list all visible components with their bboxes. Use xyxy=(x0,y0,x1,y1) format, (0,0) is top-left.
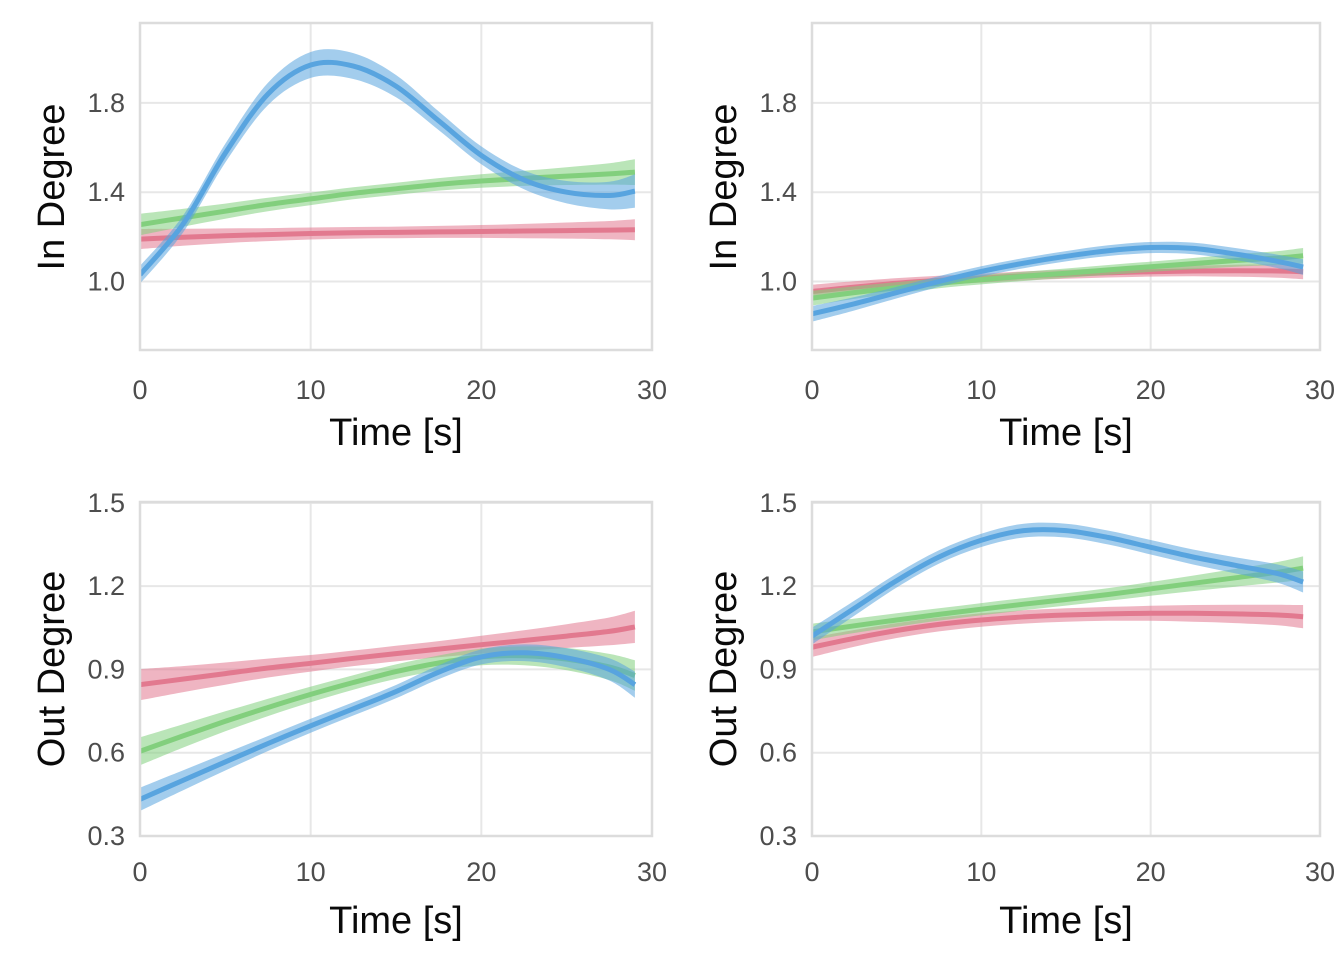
y-tick-label: 1.2 xyxy=(759,571,797,601)
panel-in-degree-right: 0 10 20 30 1.0 1.4 1.8 In Degree Time [s] xyxy=(672,0,1344,480)
trend-line-red xyxy=(812,610,1304,650)
x-axis-title: Time [s] xyxy=(329,900,463,942)
y-tick-label: 1.0 xyxy=(759,266,797,296)
panel-in-degree-left: 0 10 20 30 1.0 1.4 1.8 In Degree Time [s] xyxy=(0,0,672,480)
x-tick-label: 10 xyxy=(296,375,326,405)
y-tick-label: 1.4 xyxy=(759,177,797,207)
x-tick-label: 20 xyxy=(466,375,496,405)
x-tick-label: 0 xyxy=(804,375,819,405)
trend-line-blue xyxy=(812,244,1304,317)
panel-border xyxy=(810,21,1322,352)
trend-line-red xyxy=(140,227,635,242)
x-tick-label: 30 xyxy=(1305,375,1335,405)
x-tick-label: 0 xyxy=(132,375,147,405)
trend-line-blue xyxy=(812,527,1304,639)
x-axis-title: Time [s] xyxy=(999,900,1133,942)
y-tick-label: 0.6 xyxy=(87,738,125,768)
trend-line-green xyxy=(812,565,1304,635)
y-tick-label: 1.4 xyxy=(87,177,125,207)
panel-border xyxy=(138,500,654,838)
x-tick-label: 20 xyxy=(466,857,496,887)
chart-out-degree-right: 0 10 20 30 0.3 0.6 0.9 1.2 1.5 xyxy=(759,488,1335,887)
y-axis-title: In Degree xyxy=(31,103,73,270)
y-tick-label: 1.8 xyxy=(87,88,125,118)
y-tick-label: 0.3 xyxy=(87,821,125,851)
y-tick-label: 0.6 xyxy=(759,738,797,768)
x-tick-label: 30 xyxy=(637,375,667,405)
x-axis-title: Time [s] xyxy=(999,412,1133,454)
trend-line-blue xyxy=(140,650,637,802)
panel-border xyxy=(810,500,1322,838)
trend-line-blue xyxy=(140,59,636,277)
x-tick-label: 30 xyxy=(637,857,667,887)
x-tick-label: 10 xyxy=(296,857,326,887)
x-tick-label: 0 xyxy=(804,857,819,887)
y-tick-label: 1.5 xyxy=(759,488,797,518)
y-tick-label: 1.0 xyxy=(87,266,125,296)
x-tick-label: 0 xyxy=(132,857,147,887)
chart-in-degree-right: 0 10 20 30 1.0 1.4 1.8 xyxy=(759,21,1335,405)
chart-in-degree-left: 0 10 20 30 1.0 1.4 1.8 xyxy=(87,21,667,405)
x-tick-label: 10 xyxy=(966,857,996,887)
panel-background xyxy=(812,23,1320,350)
y-tick-label: 1.5 xyxy=(87,488,125,518)
panel-border xyxy=(138,21,654,352)
trend-line-green xyxy=(140,169,636,228)
panel-out-degree-left: 0 10 20 30 0.3 0.6 0.9 1.2 1.5 Out Degree Time [… xyxy=(0,480,672,960)
y-axis-title: Out Degree xyxy=(703,570,745,768)
confidence-band-red xyxy=(812,604,1304,657)
x-tick-label: 20 xyxy=(1136,375,1166,405)
x-tick-label: 20 xyxy=(1136,857,1166,887)
y-tick-label: 1.2 xyxy=(87,571,125,601)
y-tick-label: 1.8 xyxy=(759,88,797,118)
y-axis-title: In Degree xyxy=(703,103,745,270)
confidence-band-blue xyxy=(140,49,635,284)
y-tick-label: 0.3 xyxy=(759,821,797,851)
y-axis-title: Out Degree xyxy=(31,570,73,768)
trend-line-red xyxy=(140,624,636,688)
x-axis-title: Time [s] xyxy=(329,412,463,454)
y-tick-label: 0.9 xyxy=(87,654,125,684)
chart-out-degree-left: 0 10 20 30 0.3 0.6 0.9 1.2 1.5 xyxy=(87,488,667,887)
y-tick-label: 0.9 xyxy=(759,654,797,684)
x-tick-label: 10 xyxy=(966,375,996,405)
panel-out-degree-right: 0 10 20 30 0.3 0.6 0.9 1.2 1.5 Out Degree Time [… xyxy=(672,480,1344,960)
x-tick-label: 30 xyxy=(1305,857,1335,887)
